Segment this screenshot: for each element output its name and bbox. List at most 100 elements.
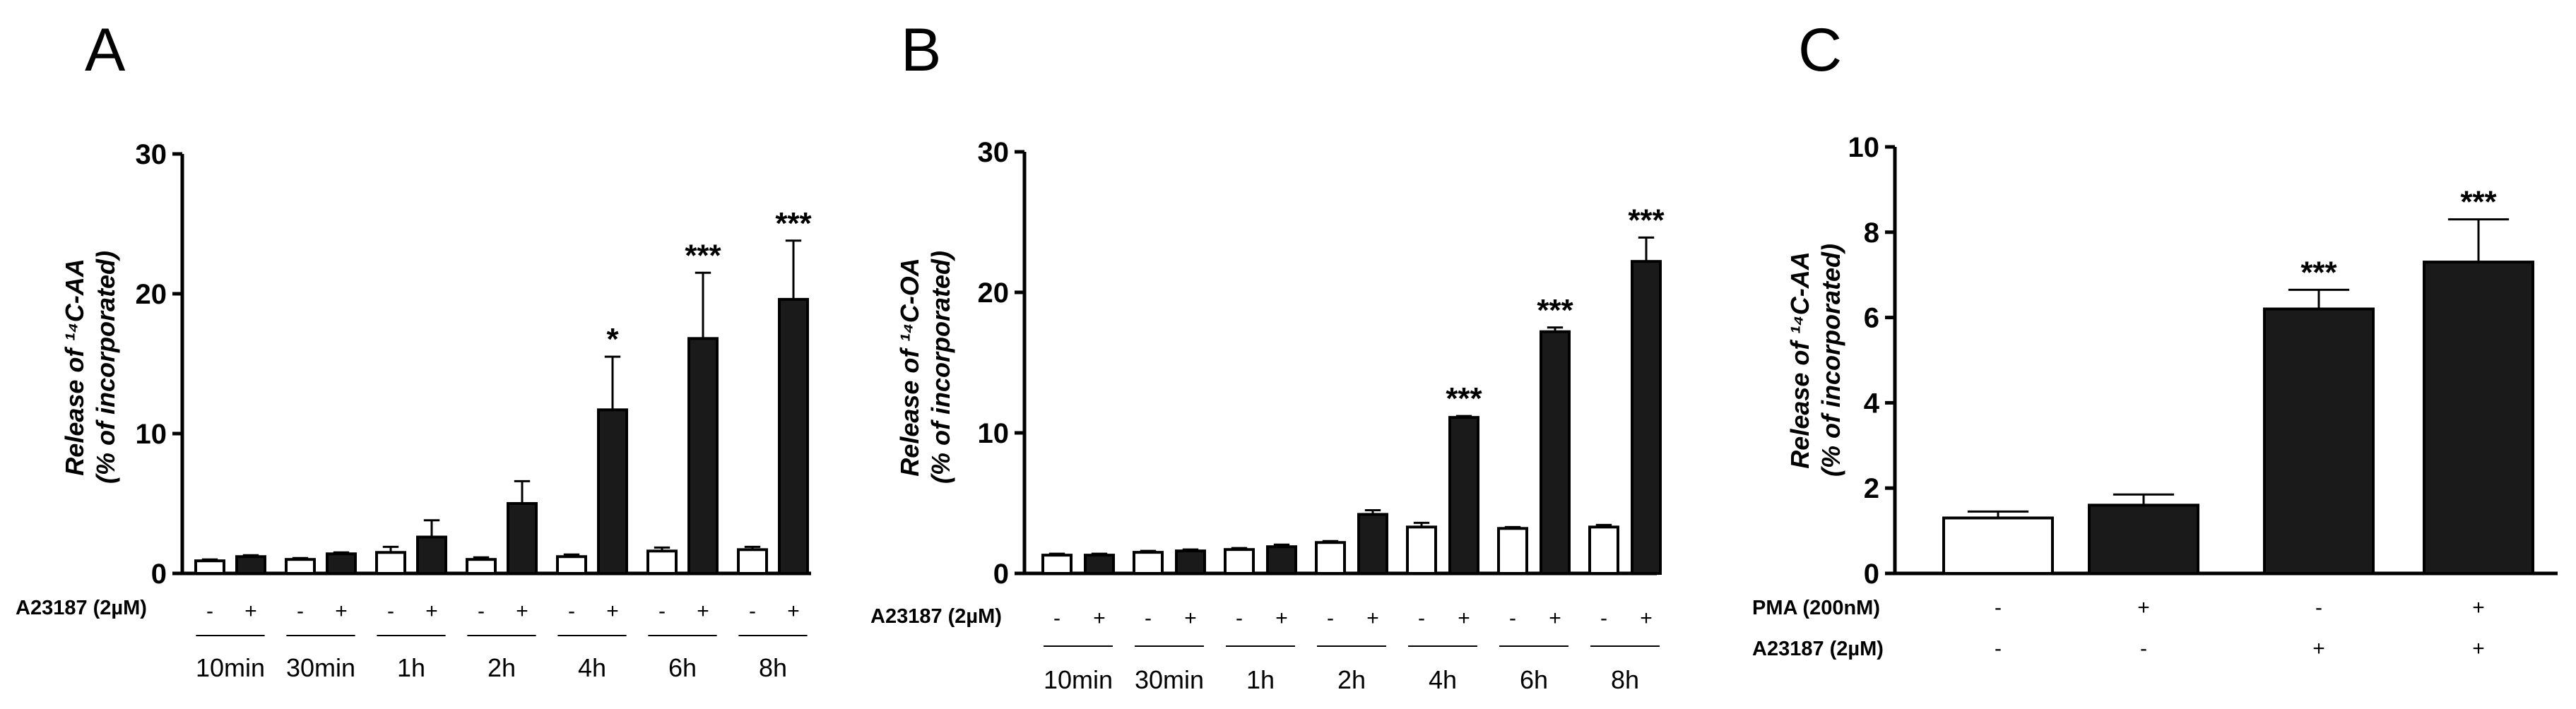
y-tick-label-c: 4 bbox=[1864, 388, 1880, 419]
bar-a-treated bbox=[507, 502, 538, 575]
sign-c: + bbox=[2312, 637, 2325, 660]
y-tick-label-b: 20 bbox=[978, 278, 1010, 309]
sign-plus-a: + bbox=[244, 600, 257, 623]
sign-minus-a: - bbox=[478, 600, 485, 623]
sign-minus-a: - bbox=[297, 600, 304, 623]
panel-letter-c: C bbox=[1798, 16, 1842, 84]
row-label-pma-c: PMA (200nM) bbox=[1752, 597, 1880, 619]
time-label-b: 8h bbox=[1611, 665, 1639, 694]
time-label-b: 1h bbox=[1246, 665, 1275, 694]
sign-minus-b: - bbox=[1236, 607, 1243, 630]
y-tick-label-c: 6 bbox=[1864, 303, 1879, 334]
bar-a-treated bbox=[687, 337, 719, 575]
y-tick-label-c: 8 bbox=[1864, 218, 1879, 249]
sign-plus-b: + bbox=[1458, 607, 1470, 630]
panel-letter-b: B bbox=[901, 16, 941, 84]
y-label-a-line2: (% of incorporated) bbox=[91, 251, 120, 484]
bar-c bbox=[2263, 307, 2375, 575]
time-label-b: 30min bbox=[1135, 665, 1204, 694]
y-tick-label-a: 30 bbox=[136, 139, 167, 170]
time-label-a: 8h bbox=[759, 653, 787, 682]
time-label-a: 1h bbox=[397, 653, 425, 682]
panel-a-plot: 0 10 20 30 - +10min - +30min - +1h - +2h * - +4h *** - +6… bbox=[136, 139, 813, 682]
bar-b-ctrl bbox=[1224, 548, 1255, 575]
y-tick-label-c: 0 bbox=[1864, 559, 1879, 590]
sign-c: + bbox=[2472, 637, 2485, 660]
sign-plus-b: + bbox=[1093, 607, 1106, 630]
y-axis-label-c: Release of ¹⁴C-AA (% of incorporated) bbox=[1785, 244, 1845, 477]
bar-a-treated bbox=[778, 297, 809, 575]
y-tick-label-c: 2 bbox=[1864, 473, 1879, 504]
sign-minus-a: - bbox=[568, 600, 575, 623]
bar-a-ctrl bbox=[194, 559, 225, 575]
sign-plus-b: + bbox=[1549, 607, 1561, 630]
y-label-b-line2: (% of incorporated) bbox=[926, 251, 955, 484]
bar-a-ctrl bbox=[285, 558, 316, 576]
y-label-c-line1: Release of ¹⁴C-AA bbox=[1785, 251, 1814, 468]
sign-c: - bbox=[1995, 637, 2002, 660]
y-tick-label-a: 20 bbox=[136, 279, 167, 310]
bar-b-ctrl bbox=[1497, 527, 1528, 576]
sign-minus-a: - bbox=[658, 600, 666, 623]
significance-marker-a: * bbox=[606, 322, 619, 357]
bar-b-treated bbox=[1448, 416, 1479, 575]
y-tick-label-b: 0 bbox=[993, 559, 1009, 590]
sign-c: - bbox=[2315, 596, 2322, 619]
y-axis-label-b: Release of ¹⁴C-OA (% of incorporated) bbox=[895, 251, 955, 484]
time-label-a: 30min bbox=[286, 653, 355, 682]
bar-a-treated bbox=[326, 552, 357, 576]
y-tick-label-a: 0 bbox=[151, 559, 167, 590]
sign-minus-a: - bbox=[206, 600, 213, 623]
time-label-b: 4h bbox=[1429, 665, 1457, 694]
bar-a-treated bbox=[235, 555, 266, 575]
significance-marker-b: *** bbox=[1628, 203, 1665, 237]
bar-b-treated bbox=[1540, 330, 1571, 575]
sign-plus-b: + bbox=[1640, 607, 1653, 630]
significance-marker-a: *** bbox=[775, 206, 812, 241]
sign-minus-a: - bbox=[387, 600, 394, 623]
y-tick-label-b: 10 bbox=[978, 418, 1010, 449]
sign-plus-a: + bbox=[697, 600, 709, 623]
panel-letter-a: A bbox=[85, 16, 126, 84]
sign-plus-b: + bbox=[1275, 607, 1288, 630]
y-tick-label-c: 10 bbox=[1848, 132, 1880, 163]
y-label-b-line1: Release of ¹⁴C-OA bbox=[895, 258, 924, 476]
bar-b-ctrl bbox=[1133, 551, 1164, 576]
sign-minus-b: - bbox=[1053, 607, 1060, 630]
bar-c bbox=[2423, 261, 2534, 575]
significance-marker-c: *** bbox=[2460, 185, 2497, 220]
significance-marker-a: *** bbox=[685, 238, 721, 273]
time-label-a: 10min bbox=[196, 653, 265, 682]
sign-plus-a: + bbox=[335, 600, 348, 623]
sign-minus-b: - bbox=[1145, 607, 1152, 630]
time-label-a: 4h bbox=[578, 653, 606, 682]
bar-b-ctrl bbox=[1406, 525, 1437, 576]
sign-minus-b: - bbox=[1509, 607, 1516, 630]
bar-a-treated bbox=[597, 408, 628, 576]
time-label-a: 2h bbox=[488, 653, 516, 682]
bar-b-treated bbox=[1084, 554, 1115, 576]
sign-c: + bbox=[2472, 596, 2485, 619]
bar-c bbox=[1942, 516, 2054, 575]
bar-b-treated bbox=[1357, 513, 1388, 575]
time-label-b: 2h bbox=[1337, 665, 1366, 694]
panel-c-plot: 0 2 4 6 8 10 *** *** - + - + - - + + bbox=[1848, 132, 2558, 660]
sign-c: + bbox=[2137, 596, 2150, 619]
row-label-a23187-b: A23187 (2µM) bbox=[870, 605, 1002, 628]
sign-minus-b: - bbox=[1418, 607, 1425, 630]
bar-a-treated bbox=[416, 535, 447, 576]
bar-a-ctrl bbox=[556, 555, 587, 575]
y-tick-label-b: 30 bbox=[978, 137, 1010, 168]
sign-minus-b: - bbox=[1600, 607, 1607, 630]
significance-marker-b: *** bbox=[1537, 293, 1573, 328]
time-label-b: 6h bbox=[1520, 665, 1548, 694]
bar-b-treated bbox=[1631, 260, 1662, 575]
y-tick-label-a: 10 bbox=[136, 419, 167, 450]
significance-marker-b: *** bbox=[1446, 381, 1482, 416]
sign-plus-a: + bbox=[606, 600, 619, 623]
bar-c bbox=[2088, 504, 2199, 575]
bar-b-ctrl bbox=[1588, 525, 1619, 576]
bar-a-ctrl bbox=[375, 551, 406, 575]
bar-b-treated bbox=[1175, 549, 1206, 575]
